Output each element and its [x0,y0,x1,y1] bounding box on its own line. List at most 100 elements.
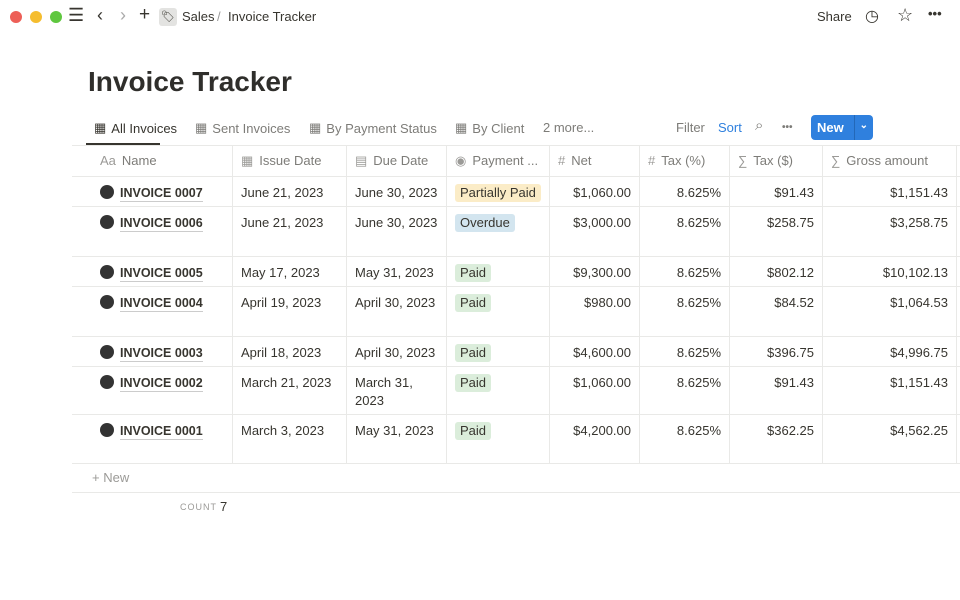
table-cell[interactable]: 8.625% [640,257,730,286]
table-row[interactable]: INVOICE 0007 June 21, 2023 June 30, 2023 Pa… [72,177,960,207]
table-cell[interactable]: $1,151.43 [823,367,957,414]
table-cell[interactable]: Paid [447,287,550,336]
invoice-name[interactable]: INVOICE 0007 [120,186,203,202]
column-header[interactable]: # Net [550,146,640,176]
table-cell[interactable]: $4,996.75 [823,337,957,366]
table-cell[interactable]: $258.75 [730,207,823,256]
table-cell[interactable]: $3,000.00 [550,207,640,256]
table-cell[interactable]: March 3, 2023 [233,415,347,463]
table-cell[interactable]: $1,060.00 [550,177,640,206]
table-cell[interactable]: Paid [447,415,550,463]
column-header[interactable]: ▤ Due Date [347,146,447,176]
table-cell[interactable]: 8.625% [640,337,730,366]
table-cell[interactable]: $362.25 [730,415,823,463]
invoice-name[interactable]: INVOICE 0006 [120,216,203,232]
history-icon[interactable]: ◷ [865,8,879,25]
close-window-button[interactable] [10,11,22,23]
table-cell[interactable]: $91.43 [730,177,823,206]
table-row[interactable]: INVOICE 0002 March 21, 2023 March 31, 2023… [72,367,960,415]
new-button[interactable]: New ⌄ [811,115,873,140]
table-cell[interactable]: June 30, 2023 [347,177,447,206]
tab-by-payment-status[interactable]: ▦ By Payment Status [309,120,437,136]
zoom-window-button[interactable] [50,11,62,23]
forward-icon[interactable]: › [120,5,126,25]
table-row[interactable]: INVOICE 0004 April 19, 2023 April 30, 2023… [72,287,960,337]
table-cell[interactable]: June 21, 2023 [233,207,347,256]
table-cell[interactable]: $802.12 [730,257,823,286]
menu-icon[interactable]: ☰ [68,5,85,25]
table-cell[interactable]: $4,600.00 [550,337,640,366]
column-header[interactable]: # Tax (%) [640,146,730,176]
table-cell[interactable]: Paid [447,337,550,366]
column-header[interactable]: ∑ Gross amount [823,146,957,176]
table-cell[interactable]: Paid [447,257,550,286]
table-cell[interactable]: 8.625% [640,415,730,463]
column-header[interactable]: ▦ Issue Date [233,146,347,176]
table-cell[interactable]: $9,300.00 [550,257,640,286]
table-cell[interactable]: April 30, 2023 [347,337,447,366]
new-row-label[interactable]: + New [92,470,130,485]
add-icon[interactable]: + [139,4,151,25]
table-cell[interactable]: Partially Paid [447,177,550,206]
table-cell[interactable]: $10,102.13 [823,257,957,286]
invoice-name[interactable]: INVOICE 0005 [120,266,203,282]
table-cell[interactable]: INVOICE 0002 [72,367,233,414]
table-cell[interactable]: Paid [447,367,550,414]
table-cell[interactable]: INVOICE 0001 [72,415,233,463]
table-cell[interactable]: March 21, 2023 [233,367,347,414]
table-cell[interactable]: 8.625% [640,177,730,206]
column-header[interactable]: ∑ Tax ($) [730,146,823,176]
table-cell[interactable]: INVOICE 0004 [72,287,233,336]
breadcrumb-parent[interactable]: Sales [182,9,215,24]
table-cell[interactable]: 8.625% [640,367,730,414]
view-options-icon[interactable]: ••• [782,122,793,133]
table-cell[interactable]: May 31, 2023 [347,415,447,463]
table-cell[interactable]: $1,151.43 [823,177,957,206]
table-cell[interactable]: $91.43 [730,367,823,414]
table-cell[interactable]: Overdue [447,207,550,256]
tab-sent-invoices[interactable]: ▦ Sent Invoices [195,120,290,136]
table-cell[interactable]: 8.625% [640,207,730,256]
add-new-row[interactable]: + New [72,464,960,493]
table-cell[interactable]: $396.75 [730,337,823,366]
new-button-label[interactable]: New [811,115,855,140]
table-cell[interactable]: June 21, 2023 [233,177,347,206]
table-cell[interactable]: March 31, 2023 [347,367,447,414]
table-row[interactable]: INVOICE 0005 May 17, 2023 May 31, 2023 Paid… [72,257,960,287]
table-cell[interactable]: June 30, 2023 [347,207,447,256]
invoice-name[interactable]: INVOICE 0001 [120,424,203,440]
search-icon[interactable]: ⌕ [755,117,764,134]
table-cell[interactable]: $1,064.53 [823,287,957,336]
tab-all-invoices[interactable]: ▦ All Invoices [94,120,177,136]
table-cell[interactable]: INVOICE 0005 [72,257,233,286]
invoice-name[interactable]: INVOICE 0003 [120,346,203,362]
sort-button[interactable]: Sort [718,120,742,135]
table-cell[interactable]: May 17, 2023 [233,257,347,286]
table-cell[interactable]: INVOICE 0003 [72,337,233,366]
table-cell[interactable]: $4,200.00 [550,415,640,463]
table-row[interactable]: INVOICE 0001 March 3, 2023 May 31, 2023 Pai… [72,415,960,464]
table-cell[interactable]: $3,258.75 [823,207,957,256]
tab-by-client[interactable]: ▦ By Client [455,120,524,136]
table-cell[interactable]: May 31, 2023 [347,257,447,286]
chevron-down-icon[interactable]: ⌄ [859,120,868,131]
back-icon[interactable]: ‹ [97,5,103,25]
invoice-name[interactable]: INVOICE 0002 [120,376,203,392]
table-cell[interactable]: April 30, 2023 [347,287,447,336]
table-cell[interactable]: April 18, 2023 [233,337,347,366]
invoice-name[interactable]: INVOICE 0004 [120,296,203,312]
more-views-button[interactable]: 2 more... [543,120,595,135]
table-cell[interactable]: $1,060.00 [550,367,640,414]
table-row[interactable]: INVOICE 0003 April 18, 2023 April 30, 2023… [72,337,960,367]
column-header[interactable]: Aa Name [72,146,233,176]
table-row[interactable]: INVOICE 0006 June 21, 2023 June 30, 2023 Ov… [72,207,960,257]
table-cell[interactable]: $980.00 [550,287,640,336]
filter-button[interactable]: Filter [676,120,705,135]
table-cell[interactable]: INVOICE 0006 [72,207,233,256]
column-header[interactable]: ◉ Payment ... [447,146,550,176]
table-cell[interactable]: $4,562.25 [823,415,957,463]
minimize-window-button[interactable] [30,11,42,23]
breadcrumb-current[interactable]: Invoice Tracker [228,9,317,24]
star-icon[interactable]: ☆ [897,5,914,25]
table-cell[interactable]: April 19, 2023 [233,287,347,336]
